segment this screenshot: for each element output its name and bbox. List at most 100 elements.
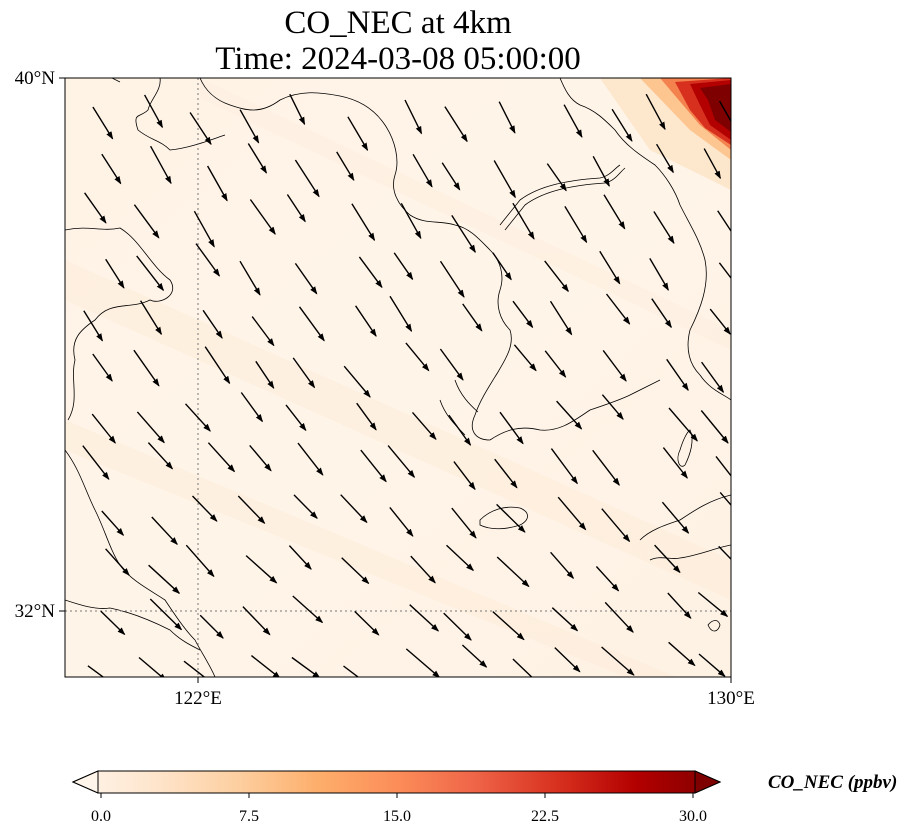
wind-arrow	[718, 545, 731, 561]
wind-arrow	[550, 448, 578, 485]
wind-arrow	[605, 293, 631, 325]
wind-arrow	[298, 306, 325, 342]
wind-arrow	[718, 100, 731, 123]
wind-arrow	[554, 647, 581, 673]
x-tick-122e: 122°E	[174, 688, 222, 709]
field-bands	[65, 78, 731, 677]
wind-arrow	[405, 648, 441, 677]
wind-arrow	[239, 109, 260, 144]
wind-arrow	[389, 506, 414, 537]
wind-vectors	[82, 93, 731, 677]
wind-arrow	[546, 163, 567, 192]
wind-arrow	[251, 316, 275, 347]
wind-arrow	[719, 491, 731, 507]
concentration-field	[65, 78, 731, 677]
wind-arrow	[92, 106, 114, 140]
wind-arrow	[544, 350, 567, 378]
wind-arrow	[700, 410, 729, 444]
wind-arrow	[105, 548, 130, 576]
wind-arrow	[101, 153, 122, 185]
wind-arrow	[494, 458, 518, 489]
wind-arrow	[599, 250, 621, 285]
wind-arrow	[410, 555, 436, 584]
y-tick-40n: 40°N	[15, 68, 56, 89]
wind-arrow	[245, 555, 278, 584]
wind-arrow	[185, 544, 215, 578]
wind-arrow	[343, 665, 360, 677]
wind-arrow	[389, 295, 413, 332]
wind-arrow	[611, 108, 633, 142]
x-tick-130e: 130°E	[707, 688, 755, 709]
wind-arrow	[703, 148, 722, 180]
wind-arrow	[250, 655, 281, 677]
wind-arrow	[82, 445, 110, 480]
wind-arrow	[602, 349, 627, 382]
colorbar-extend-min	[71, 770, 99, 794]
wind-arrow	[237, 495, 266, 525]
wind-arrow	[286, 194, 306, 223]
colorbar-tick-0: 0.0	[91, 808, 111, 825]
wind-arrow	[293, 494, 318, 520]
wind-arrow	[492, 252, 512, 281]
wind-arrow	[512, 658, 540, 677]
wind-arrow	[195, 243, 220, 277]
wind-arrow	[550, 551, 575, 580]
wind-arrow	[499, 411, 524, 445]
wind-arrow	[92, 353, 113, 382]
wind-arrow	[133, 349, 160, 387]
wind-arrow	[446, 544, 475, 572]
wind-arrow	[601, 646, 635, 676]
wind-arrow	[207, 442, 236, 473]
map-frame	[64, 77, 732, 678]
wind-arrow	[240, 392, 263, 423]
wind-arrow	[148, 564, 181, 594]
wind-arrow	[661, 501, 690, 534]
wind-arrow	[143, 94, 164, 129]
wind-arrow	[351, 203, 376, 242]
wind-arrow	[697, 591, 729, 618]
co-hotspot	[600, 78, 731, 190]
wind-arrow	[149, 598, 183, 631]
wind-arrow	[199, 614, 224, 639]
wind-arrow	[91, 413, 116, 444]
wind-arrow	[595, 566, 620, 592]
wind-arrow	[453, 461, 476, 491]
wind-arrow	[247, 143, 267, 174]
wind-arrow	[667, 592, 692, 619]
colorbar-label: CO_NEC (ppbv)	[768, 772, 897, 793]
wind-arrow	[668, 641, 696, 667]
wind-arrow	[701, 361, 724, 394]
wind-arrow	[400, 202, 422, 240]
wind-arrow	[549, 300, 573, 336]
wind-arrow	[498, 101, 516, 134]
wind-arrow	[496, 503, 526, 533]
wind-arrow	[718, 262, 731, 280]
wind-arrow	[651, 298, 672, 329]
wind-arrow	[288, 545, 312, 570]
wind-arrow	[601, 508, 631, 543]
y-tick-32n: 32°N	[15, 601, 56, 622]
wind-arrow	[255, 360, 275, 389]
wind-arrow	[341, 557, 370, 585]
wind-arrow	[206, 165, 228, 202]
wind-arrow	[715, 455, 731, 477]
wind-arrow	[544, 260, 569, 293]
wind-arrow	[242, 606, 271, 636]
wind-arrow	[604, 601, 634, 633]
wind-arrow	[649, 258, 669, 291]
title-line-1: CO_NEC at 4km	[284, 5, 512, 41]
wind-arrow	[563, 104, 583, 138]
colorbar-tick-3: 22.5	[531, 808, 559, 825]
wind-arrow	[87, 665, 105, 677]
wind-arrow	[347, 116, 369, 151]
colorbar-tick-4: 30.0	[679, 808, 707, 825]
wind-arrow	[513, 344, 537, 372]
gridlines	[65, 78, 731, 677]
wind-arrow	[603, 194, 626, 230]
wind-arrow	[655, 143, 674, 174]
wind-arrow	[340, 494, 368, 524]
wind-arrow	[249, 444, 272, 472]
wind-arrow	[294, 159, 320, 198]
wind-arrow	[717, 210, 731, 233]
wind-arrow	[439, 348, 464, 381]
